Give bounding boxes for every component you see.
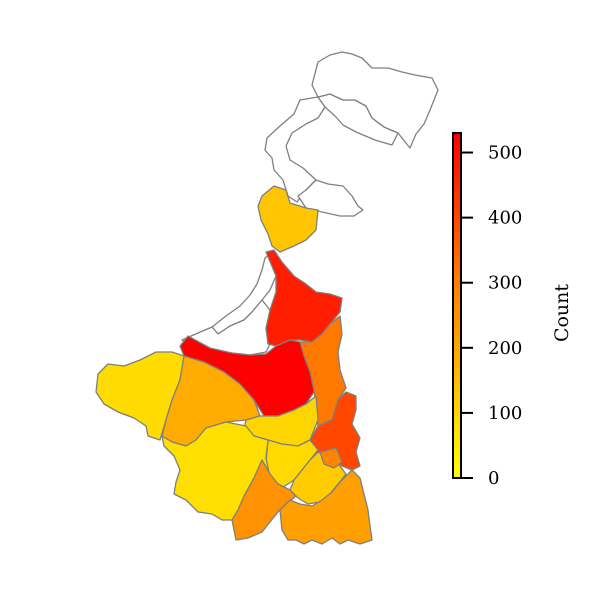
region-kolkata[interactable] xyxy=(319,447,343,469)
region-south-24-parganas[interactable] xyxy=(279,469,373,545)
colorbar: 0 100 200 300 400 500 Count xyxy=(452,132,573,489)
colorbar-tick-label: 100 xyxy=(488,403,522,424)
colorbar-tick-label: 300 xyxy=(488,273,522,294)
region-alipurduar[interactable] xyxy=(311,51,439,149)
region-purba-medinipur[interactable] xyxy=(231,459,297,541)
colorbar-tick-label: 0 xyxy=(488,468,499,489)
colorbar-gradient xyxy=(452,132,462,479)
region-north-24-parganas[interactable] xyxy=(309,391,361,471)
colorbar-tick-label: 400 xyxy=(488,208,522,229)
region-uttar-dinajpur[interactable] xyxy=(257,185,319,253)
region-nadia[interactable] xyxy=(299,315,347,427)
colorbar-label: Count xyxy=(551,284,573,342)
region-cooch-behar[interactable] xyxy=(297,179,364,217)
colorbar-ticks: 0 100 200 300 400 500 xyxy=(461,143,522,489)
colorbar-tick-label: 500 xyxy=(488,143,522,164)
map-layer xyxy=(95,51,439,545)
colorbar-tick-label: 200 xyxy=(488,338,522,359)
